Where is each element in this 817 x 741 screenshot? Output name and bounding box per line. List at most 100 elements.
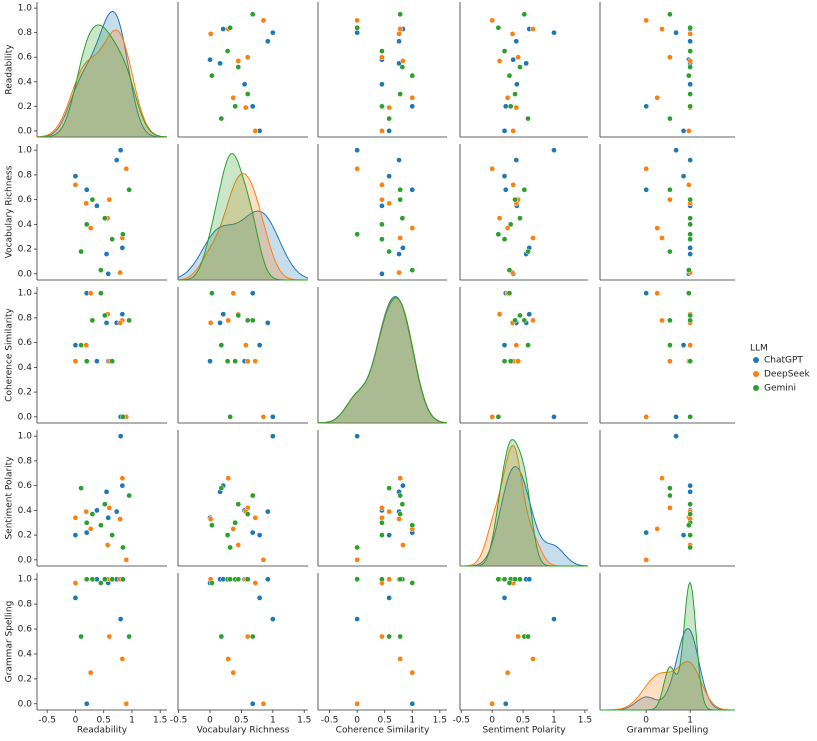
kde-line <box>36 29 167 138</box>
kde-area <box>318 297 447 423</box>
scatter-point <box>386 576 392 583</box>
scatter-point <box>106 633 113 640</box>
kde-area <box>460 445 588 566</box>
scatter-point <box>242 342 249 348</box>
legend-marker <box>753 385 759 391</box>
scatter-point <box>495 231 502 238</box>
scatter-point <box>496 311 503 318</box>
scatter-point <box>685 290 692 297</box>
scatter-point <box>109 576 116 583</box>
scatter-point <box>502 700 509 707</box>
scatter-point <box>687 236 693 243</box>
scatter-point <box>119 475 126 482</box>
y-tick-label: 0.2 <box>18 388 32 398</box>
scatter-point <box>530 656 536 662</box>
scatter-point <box>409 103 416 110</box>
scatter-point <box>512 196 518 203</box>
scatter-point <box>526 576 533 583</box>
scatter-point <box>521 186 528 193</box>
scatter-point <box>512 91 518 97</box>
x-tick-label: 1 <box>687 716 693 726</box>
scatter-point <box>244 91 251 97</box>
scatter-point <box>525 248 531 255</box>
scatter-point <box>687 488 693 495</box>
y-tick-label: 0.8 <box>18 28 33 38</box>
x-axis-label: Coherence Similarity <box>336 726 430 736</box>
x-tick-label: -0.5 <box>321 716 339 726</box>
scatter-point <box>83 700 90 707</box>
y-tick-label: 0.4 <box>18 220 33 230</box>
x-tick-label: 0.5 <box>97 716 111 726</box>
kde-area <box>460 466 588 566</box>
scatter-point <box>106 196 113 203</box>
y-tick-label: 0.6 <box>18 625 33 635</box>
scatter-point <box>501 595 508 601</box>
scatter-point <box>117 516 123 522</box>
scatter-point <box>105 270 112 277</box>
scatter-point <box>269 413 276 420</box>
scatter-point <box>687 24 693 31</box>
x-tick-label: 1.5 <box>297 716 311 726</box>
scatter-point <box>123 700 130 707</box>
x-axis-label: Sentiment Polarity <box>482 726 566 736</box>
scatter-point <box>654 225 661 231</box>
scatter-point <box>379 532 385 538</box>
scatter-point <box>687 64 693 70</box>
scatter-point <box>113 157 120 163</box>
kde-line <box>177 172 308 281</box>
scatter-point <box>72 532 79 538</box>
kde-area <box>600 661 735 710</box>
x-axis-label: Vocabulary Richness <box>197 726 290 736</box>
y-tick-label: 0.2 <box>18 674 32 684</box>
scatter-point <box>83 576 90 583</box>
x-tick-label: 0 <box>73 716 79 726</box>
scatter-point <box>113 508 120 515</box>
scatter-point <box>207 56 213 63</box>
scatter-point <box>680 342 687 348</box>
scatter-point <box>667 186 673 193</box>
scatter-point <box>687 251 693 257</box>
scatter-point <box>354 544 360 551</box>
scatter-point <box>687 245 693 251</box>
scatter-point <box>89 196 96 203</box>
scatter-point <box>687 221 693 228</box>
scatter-point <box>94 202 100 209</box>
scatter-point <box>515 633 521 640</box>
scatter-point <box>667 54 673 61</box>
scatter-point <box>643 186 650 193</box>
scatter-point <box>83 186 90 193</box>
scatter-point <box>354 700 360 707</box>
scatter-point <box>397 235 403 241</box>
scatter-point <box>72 595 79 601</box>
scatter-point <box>249 529 256 536</box>
scatter-point <box>218 485 225 491</box>
scatter-point <box>506 72 513 79</box>
scatter-point <box>235 576 242 583</box>
scatter-point <box>502 186 509 193</box>
scatter-point <box>123 165 130 172</box>
scatter-point <box>379 196 385 203</box>
scatter-point <box>687 103 693 110</box>
scatter-point <box>687 91 693 97</box>
y-tick-label: 0.0 <box>18 269 33 279</box>
scatter-point <box>218 115 225 122</box>
scatter-point <box>643 290 650 297</box>
scatter-point <box>379 48 385 54</box>
scatter-point <box>244 358 251 365</box>
kde-line <box>318 297 447 424</box>
scatter-point <box>72 181 79 188</box>
scatter-point <box>379 181 385 188</box>
scatter-point <box>260 17 267 24</box>
x-tick-label: 0 <box>489 716 495 726</box>
x-tick-label: 0 <box>207 716 213 726</box>
scatter-point <box>117 269 123 276</box>
scatter-point <box>525 342 531 348</box>
scatter-point <box>379 54 385 61</box>
scatter-point <box>224 532 231 538</box>
scatter-point <box>105 514 112 521</box>
scatter-point <box>504 225 511 231</box>
x-tick-label: -0.5 <box>38 716 56 726</box>
scatter-point <box>109 236 116 243</box>
scatter-point <box>489 413 496 420</box>
scatter-point <box>525 115 531 122</box>
